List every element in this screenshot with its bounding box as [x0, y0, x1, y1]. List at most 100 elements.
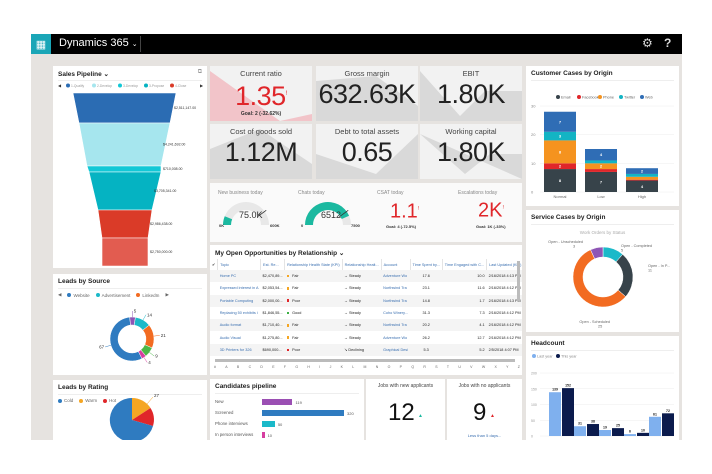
time-spent: 14.8 [410, 294, 443, 307]
legend-item[interactable]: Advertisement [95, 293, 130, 298]
legend-next-icon[interactable]: ▶ [165, 292, 169, 297]
app-title[interactable]: Dynamics 365 ⌄ [59, 37, 138, 49]
expand-icon[interactable]: ⧉ [197, 69, 202, 75]
alphabet-jump-bar: # A B C D E F G H I J K L M N O P Q R S T U V W X Y Z [214, 365, 520, 369]
row-checkbox[interactable] [210, 282, 218, 294]
alphabet-filter[interactable]: V [470, 365, 473, 369]
table-row[interactable]: Audio format $1,710,40... Fair → Steady Nort… [210, 319, 522, 332]
topic-link[interactable]: Home PC [217, 270, 261, 283]
column-header[interactable]: Time Spent by... [410, 259, 443, 270]
kpi-tile[interactable]: Debt to total assets 0.65 [316, 124, 418, 179]
alphabet-filter[interactable]: M [363, 365, 367, 369]
kpi-tile[interactable]: Cost of goods sold 1.12M [210, 124, 312, 179]
stage-label: Screened [215, 410, 234, 415]
gear-icon[interactable]: ⚙ [642, 36, 653, 50]
row-checkbox[interactable] [210, 331, 218, 343]
alphabet-filter[interactable]: U [458, 365, 461, 369]
legend-item[interactable]: Warm [79, 398, 97, 403]
alphabet-filter[interactable]: E [272, 365, 275, 369]
alphabet-filter[interactable]: # [214, 365, 216, 369]
row-checkbox[interactable] [210, 294, 218, 307]
alphabet-filter[interactable]: C [248, 365, 252, 369]
kpi-trend-area [210, 129, 312, 179]
account-link[interactable]: Graphical Desi [381, 343, 411, 357]
alphabet-filter[interactable]: R [423, 365, 426, 369]
kpi-tile[interactable]: Working capital 1.80K [420, 124, 522, 179]
row-checkbox[interactable] [210, 319, 218, 332]
column-header[interactable]: Time Engaged with C... [442, 259, 488, 270]
legend-item[interactable]: Hot [103, 398, 116, 403]
alphabet-filter[interactable]: T [446, 365, 450, 369]
account-link[interactable]: Northwind Tra [381, 319, 411, 332]
topic-link[interactable]: Audio format [217, 319, 261, 332]
column-header[interactable]: Last Updated (KPI) [486, 259, 522, 270]
alphabet-filter[interactable]: D [260, 365, 263, 369]
alphabet-filter[interactable]: I [319, 365, 321, 369]
alphabet-filter[interactable]: L [352, 365, 355, 369]
row-checkbox[interactable] [210, 343, 218, 357]
alphabet-filter[interactable]: X [494, 365, 497, 369]
time-engaged: 1.7 [442, 294, 487, 307]
alphabet-filter[interactable]: G [295, 365, 299, 369]
legend-item[interactable]: Website [67, 293, 90, 298]
view-selector[interactable]: My Open Opportunities by Relationship ⌄ [215, 249, 344, 257]
table-row[interactable]: Expressed interest in A $2,053,54... Fair →… [210, 282, 522, 294]
column-header[interactable]: Topic [217, 259, 262, 270]
help-icon[interactable]: ? [664, 36, 672, 50]
title-text: My Open Opportunities by Relationship [215, 250, 338, 257]
topic-link[interactable]: 3D Printers for 326 [217, 343, 261, 357]
alert-icon: ! [285, 91, 288, 97]
alphabet-filter[interactable]: Q [411, 365, 415, 369]
alphabet-filter[interactable]: A [225, 365, 228, 369]
table-row[interactable]: Home PC $2,470,89... Fair → Steady Adventure… [210, 270, 522, 283]
alphabet-filter[interactable]: F [283, 365, 287, 369]
account-link[interactable]: Northwind Tra [381, 294, 411, 307]
kpi-tile[interactable]: Gross margin 632.63K [316, 66, 418, 121]
alphabet-filter[interactable]: B [236, 365, 240, 369]
alphabet-filter[interactable]: Z [517, 365, 520, 369]
alphabet-filter[interactable]: P [399, 365, 403, 369]
horizontal-scrollbar[interactable] [215, 359, 515, 362]
time-engaged: 4.1 [442, 319, 487, 332]
column-header[interactable]: Relationship Health State (KPI) [284, 259, 343, 270]
alphabet-filter[interactable]: Y [506, 365, 509, 369]
legend-item[interactable]: Cold [58, 398, 73, 403]
row-checkbox[interactable] [210, 307, 218, 319]
column-header[interactable]: Account [381, 259, 411, 270]
kpi-tile[interactable]: EBIT 1.80K [420, 66, 522, 121]
topic-link[interactable]: Replacing 50 exhibits i [219, 311, 258, 316]
account-link[interactable]: Northwind Tra [383, 286, 407, 291]
divider [140, 36, 141, 52]
vertical-scrollbar[interactable] [517, 261, 520, 301]
select-all-checkbox[interactable]: ✔ [210, 259, 219, 270]
alphabet-filter[interactable]: J [329, 365, 332, 369]
account-link[interactable]: Adventure Wo [381, 270, 411, 283]
alphabet-filter[interactable]: K [340, 365, 343, 369]
est-revenue: $1,710,40... [260, 319, 285, 332]
table-row[interactable]: Audio Visual $1,275,80... Fair → Steady Adve… [210, 331, 522, 343]
sales-pipeline-title[interactable]: Sales Pipeline ⌄ [58, 70, 109, 78]
column-header[interactable]: Est. Re... [260, 259, 286, 270]
legend-label: Cold [64, 398, 74, 403]
alphabet-filter[interactable]: W [481, 365, 486, 369]
alphabet-filter[interactable]: S [435, 365, 438, 369]
account-link[interactable]: Adventure Wo [383, 335, 408, 340]
kpi-tile[interactable]: Current ratio 1.35! Goal: 2 (-32.62%) [210, 66, 312, 121]
details-link[interactable]: Less than 5 days... [467, 433, 502, 438]
account-link[interactable]: Coho Winery... [383, 311, 408, 316]
legend-prev-icon[interactable]: ◀ [58, 292, 62, 297]
alphabet-filter[interactable]: O [387, 365, 391, 369]
topic-link[interactable]: Portable Computing [217, 294, 261, 307]
topic-link[interactable]: Expressed interest in A [219, 286, 259, 291]
column-header[interactable]: Relationship Healt... [342, 259, 382, 270]
table-row[interactable]: Portable Computing $2,000,00... Poor → Stea… [210, 294, 522, 307]
alphabet-filter[interactable]: H [307, 365, 310, 369]
row-checkbox[interactable] [210, 270, 218, 283]
table-row[interactable]: Replacing 50 exhibits i $1,846,55... Good →… [210, 307, 522, 319]
table-row[interactable]: 3D Printers for 326 $690,000... Poor ↘ Decl… [210, 343, 522, 357]
waffle-icon[interactable]: ▦ [31, 34, 51, 54]
topic-link[interactable]: Audio Visual [219, 335, 241, 340]
alphabet-filter[interactable]: N [375, 365, 379, 369]
legend-item[interactable]: LinkedIn [136, 293, 159, 298]
